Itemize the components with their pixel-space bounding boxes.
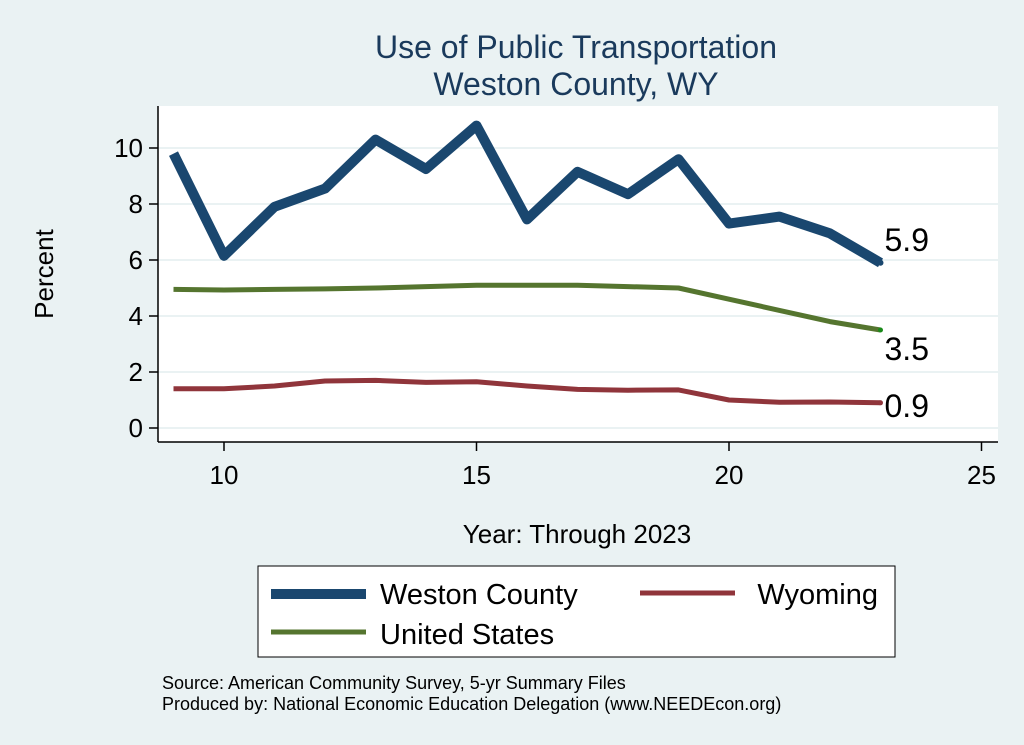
legend-label-united-states: United States bbox=[380, 619, 554, 651]
x-tick-label-25: 25 bbox=[967, 460, 996, 490]
legend: Weston County Wyoming United States bbox=[257, 565, 896, 658]
gridlines bbox=[158, 147, 998, 429]
x-tick-label-20: 20 bbox=[715, 460, 744, 490]
y-tick-label-2: 2 bbox=[129, 357, 143, 387]
y-axis-title: Percent bbox=[29, 228, 59, 318]
y-tick-label-8: 8 bbox=[129, 189, 143, 219]
x-tick-label-15: 15 bbox=[462, 460, 491, 490]
end-label-wyoming: 0.9 bbox=[885, 388, 929, 424]
series-lines bbox=[169, 120, 884, 406]
legend-box bbox=[257, 565, 896, 658]
ticks: 0 2 4 6 8 10 10 15 20 25 bbox=[114, 133, 996, 490]
series-end-point-weston-county bbox=[877, 259, 884, 266]
y-tick-label-10: 10 bbox=[114, 133, 143, 163]
series-line-wyoming bbox=[173, 377, 881, 406]
legend-label-wyoming: Wyoming bbox=[757, 579, 878, 611]
series-end-point-united-states bbox=[878, 327, 883, 333]
legend-label-weston-county: Weston County bbox=[380, 579, 578, 611]
end-label-weston-county: 5.9 bbox=[885, 222, 929, 258]
y-tick-label-0: 0 bbox=[129, 413, 143, 443]
end-label-united-states: 3.5 bbox=[885, 331, 929, 367]
series-end-point-wyoming bbox=[878, 400, 883, 406]
chart-title: Use of Public Transportation bbox=[375, 29, 777, 65]
y-tick-label-4: 4 bbox=[129, 301, 143, 331]
axes bbox=[157, 106, 998, 443]
series-line-weston-county bbox=[169, 120, 884, 268]
y-tick-label-6: 6 bbox=[129, 245, 143, 275]
produced-by-note: Produced by: National Economic Education… bbox=[162, 694, 781, 714]
x-axis-title: Year: Through 2023 bbox=[463, 519, 691, 549]
series-line-united-states bbox=[173, 282, 881, 333]
chart-subtitle: Weston County, WY bbox=[433, 66, 718, 102]
source-note: Source: American Community Survey, 5-yr … bbox=[162, 673, 626, 693]
x-tick-label-10: 10 bbox=[210, 460, 239, 490]
end-labels: 5.9 0.9 3.5 bbox=[885, 222, 929, 424]
